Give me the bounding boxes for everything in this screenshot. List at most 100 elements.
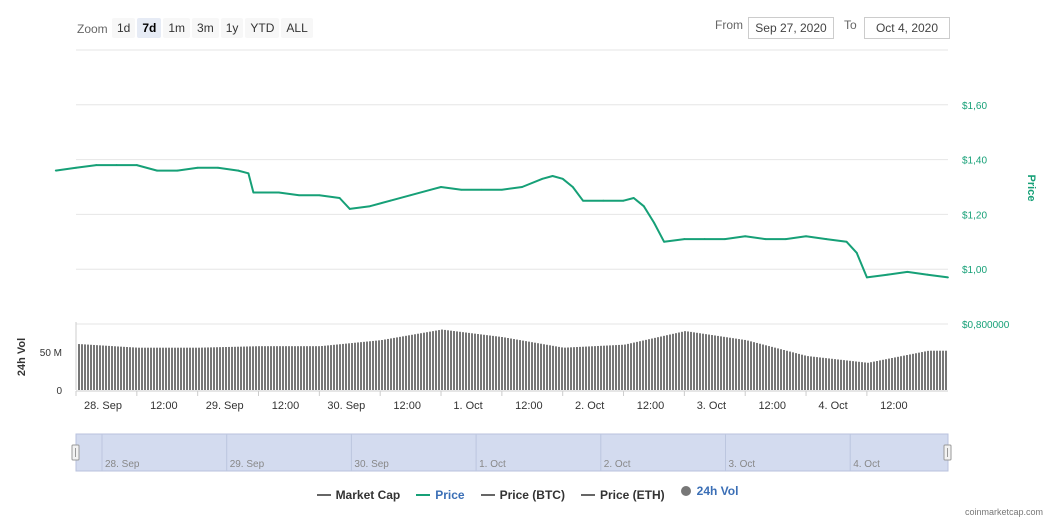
zoom-button-1d[interactable]: 1d bbox=[112, 18, 136, 38]
price-volume-chart: $0,800000 $1,00 $1,20 $1,40 $1,60 Price 0 50 M 2… bbox=[16, 49, 1037, 472]
legend-label: Price (BTC) bbox=[499, 488, 565, 502]
volume-bar bbox=[729, 337, 731, 390]
volume-bar bbox=[426, 332, 428, 390]
navigator-label: 29. Sep bbox=[230, 459, 265, 470]
volume-bar bbox=[165, 347, 167, 390]
volume-bar bbox=[792, 352, 794, 390]
volume-bar bbox=[243, 346, 245, 390]
legend-item-24h-vol[interactable]: 24h Vol bbox=[680, 484, 739, 498]
volume-bar bbox=[420, 333, 422, 390]
price-point bbox=[156, 169, 159, 172]
volume-bar bbox=[621, 344, 623, 390]
volume-bar bbox=[723, 336, 725, 390]
volume-bar bbox=[81, 344, 83, 390]
zoom-button-3m[interactable]: 3m bbox=[192, 18, 219, 38]
navigator-label: 2. Oct bbox=[604, 459, 631, 470]
price-point bbox=[115, 164, 118, 166]
volume-bar bbox=[858, 361, 860, 390]
x-tick-label: 12:00 bbox=[272, 400, 300, 412]
volume-bar bbox=[756, 342, 758, 390]
price-point bbox=[582, 199, 584, 202]
volume-bar bbox=[918, 352, 920, 390]
legend-item-price[interactable]: Price bbox=[416, 488, 465, 502]
volume-bar bbox=[126, 347, 128, 390]
from-label: From bbox=[715, 18, 743, 32]
volume-bar bbox=[819, 357, 821, 390]
volume-bar bbox=[465, 332, 467, 390]
volume-bar bbox=[492, 335, 494, 390]
volume-bar bbox=[852, 361, 854, 390]
credits-link[interactable]: coinmarketcap.com bbox=[964, 507, 1043, 517]
zoom-button-ytd[interactable]: YTD bbox=[245, 18, 280, 38]
volume-bar bbox=[789, 351, 791, 390]
volume-bar bbox=[171, 347, 173, 390]
volume-bar bbox=[411, 334, 413, 390]
volume-bar bbox=[642, 340, 644, 390]
volume-bar bbox=[558, 346, 560, 390]
price-point bbox=[886, 273, 889, 276]
price-point bbox=[338, 197, 341, 199]
price-point bbox=[703, 238, 706, 240]
legend-label: Market Cap bbox=[335, 488, 401, 502]
legend-symbol bbox=[316, 494, 331, 496]
price-point bbox=[845, 240, 848, 243]
volume-bar bbox=[117, 346, 119, 390]
legend-item-price-eth[interactable]: Price (ETH) bbox=[580, 488, 665, 502]
volume-bar bbox=[552, 345, 554, 390]
volume-bar bbox=[453, 331, 455, 390]
volume-bar bbox=[402, 336, 404, 390]
volume-bar bbox=[414, 334, 416, 390]
volume-bar bbox=[417, 333, 419, 390]
volume-bar bbox=[588, 346, 590, 390]
zoom-button-1m[interactable]: 1m bbox=[163, 18, 191, 38]
legend-label: 24h Vol bbox=[696, 484, 739, 498]
price-point bbox=[247, 172, 250, 175]
x-tick-label: 12:00 bbox=[393, 400, 421, 412]
volume-bar bbox=[735, 338, 737, 390]
volume-bar bbox=[180, 347, 182, 390]
volume-bar bbox=[219, 347, 221, 390]
volume-bar bbox=[150, 347, 152, 390]
volume-bar bbox=[342, 343, 344, 390]
volume-bar bbox=[813, 356, 815, 390]
volume-bar bbox=[444, 329, 446, 390]
volume-bar bbox=[201, 347, 203, 390]
volume-bar bbox=[900, 356, 902, 390]
volume-bar bbox=[246, 346, 248, 390]
volume-bar bbox=[297, 346, 299, 390]
legend-item-price-btc[interactable]: Price (BTC) bbox=[480, 488, 565, 502]
volume-bar bbox=[276, 346, 278, 390]
volume-bar bbox=[822, 357, 824, 390]
from-date-input[interactable]: Sep 27, 2020 bbox=[748, 17, 834, 39]
volume-bar bbox=[540, 343, 542, 390]
x-tick-label: 12:00 bbox=[880, 400, 908, 412]
volume-bar bbox=[330, 345, 332, 390]
volume-bar bbox=[945, 350, 947, 390]
volume-bar bbox=[747, 340, 749, 390]
price-point bbox=[784, 238, 787, 240]
legend-item-market-cap[interactable]: Market Cap bbox=[316, 488, 401, 502]
volume-bar bbox=[936, 350, 938, 390]
volume-bar bbox=[885, 359, 887, 390]
to-date-input[interactable]: Oct 4, 2020 bbox=[864, 17, 950, 39]
volume-bar bbox=[204, 347, 206, 390]
zoom-button-7d[interactable]: 7d bbox=[137, 18, 162, 38]
zoom-button-1y[interactable]: 1y bbox=[220, 18, 244, 38]
volume-bar bbox=[555, 346, 557, 390]
volume-bar bbox=[396, 337, 398, 390]
volume-bar bbox=[252, 346, 254, 390]
volume-bar bbox=[408, 335, 410, 390]
volume-bar bbox=[879, 360, 881, 390]
volume-bar bbox=[714, 335, 716, 390]
volume-bar bbox=[711, 335, 713, 390]
zoom-button-all[interactable]: ALL bbox=[281, 18, 313, 38]
volume-bar bbox=[741, 339, 743, 390]
volume-bar bbox=[354, 342, 356, 390]
volume-bar bbox=[732, 338, 734, 390]
volume-bar bbox=[702, 333, 704, 390]
volume-bar bbox=[873, 361, 875, 390]
volume-bar bbox=[609, 345, 611, 390]
volume-bar bbox=[717, 335, 719, 390]
volume-bar bbox=[357, 342, 359, 390]
volume-bar bbox=[144, 347, 146, 390]
